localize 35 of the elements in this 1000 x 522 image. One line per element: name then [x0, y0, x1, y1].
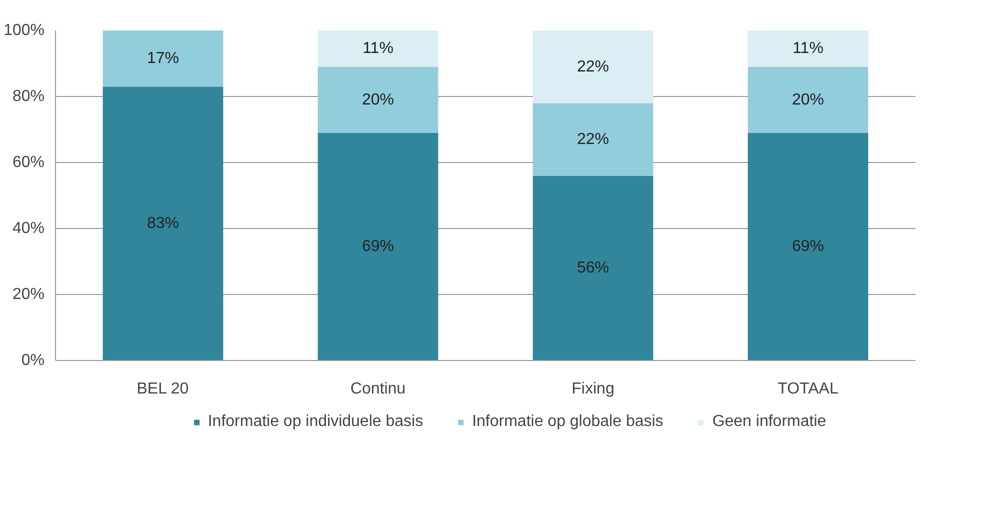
legend-label: Informatie op globale basis	[472, 413, 664, 431]
data-label: 56%	[576, 260, 610, 277]
x-tick-label: BEL 20	[136, 380, 189, 398]
data-label: 69%	[362, 238, 394, 256]
data-label: 17%	[146, 50, 180, 68]
bar	[318, 66, 438, 133]
y-tick-label: 20%	[12, 286, 45, 303]
data-label: 20%	[362, 91, 394, 108]
data-label: 11%	[792, 40, 824, 58]
y-tick-label: 40%	[12, 220, 45, 237]
y-tick-label: 0%	[21, 352, 44, 369]
bar	[532, 30, 654, 104]
x-tick-label: Fixing	[572, 380, 614, 398]
y-tick-label: 100%	[4, 22, 44, 39]
bar	[318, 132, 438, 360]
x-tick-label: TOTAAL	[778, 380, 838, 398]
bar	[748, 132, 868, 360]
data-label: 20%	[792, 91, 824, 108]
x-tick-label: Continu	[350, 380, 406, 398]
data-label: 69%	[792, 238, 824, 256]
data-label: 11%	[362, 40, 394, 58]
bar	[318, 30, 438, 67]
data-label: 22%	[576, 130, 610, 148]
bar	[532, 176, 654, 360]
bar	[748, 66, 868, 133]
bar	[102, 86, 224, 360]
legend-label: Informatie op individuele basis	[208, 413, 424, 431]
bar	[748, 30, 868, 67]
legend-label: Geen informatie	[712, 413, 826, 431]
data-label: 83%	[146, 215, 180, 232]
y-tick-label: 60%	[12, 154, 45, 171]
bar	[532, 103, 654, 176]
y-tick-label: 80%	[12, 88, 45, 105]
bar	[102, 30, 224, 87]
data-label: 22%	[576, 58, 610, 76]
